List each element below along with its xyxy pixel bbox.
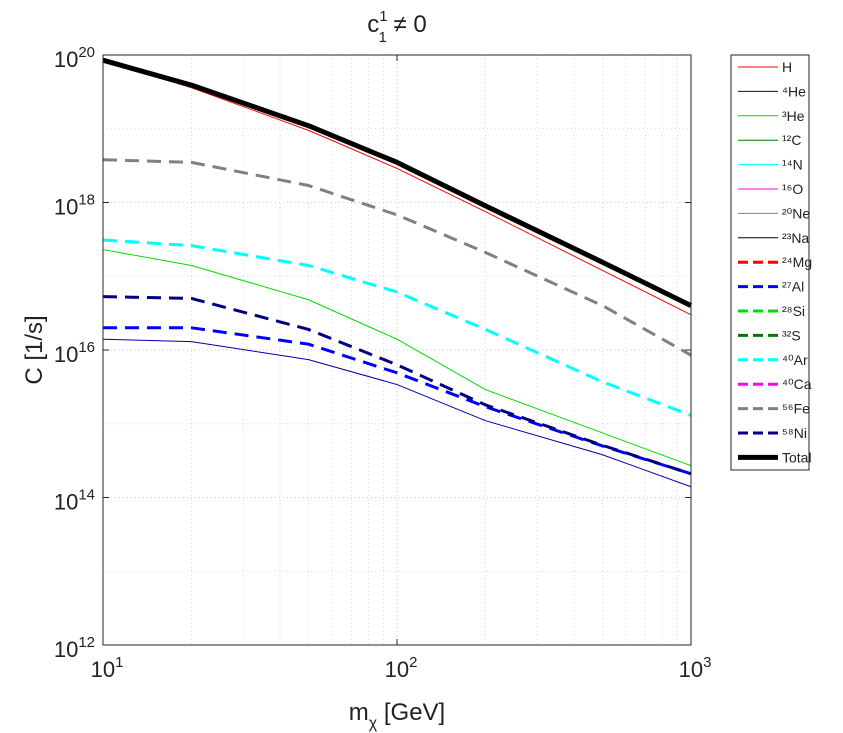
tick-exp: 20 [78, 44, 95, 61]
series-line [102, 158, 692, 357]
title-rest: ≠ 0 [387, 11, 427, 38]
tick-base: 10 [54, 490, 78, 515]
legend-label: Total [782, 449, 812, 465]
tick-exp: 2 [409, 654, 417, 671]
tick-exp: 1 [115, 654, 123, 671]
series-line [102, 57, 693, 308]
legend-label: ³He [782, 108, 805, 124]
tick-exp: 14 [78, 487, 95, 504]
tick-base: 10 [54, 637, 78, 662]
legend-label: ⁵⁶Fe [782, 401, 810, 417]
tick-exp: 3 [703, 654, 711, 671]
series-line [102, 338, 692, 488]
tick-label: 1014 [54, 487, 95, 515]
tick-base: 10 [91, 657, 115, 682]
y-axis-label: C [1/s] [21, 315, 48, 384]
series-line [102, 295, 692, 476]
legend-label: ¹²C [782, 132, 801, 148]
series-line [102, 249, 692, 467]
tick-base: 10 [385, 657, 409, 682]
title-sup: 1 [379, 8, 387, 25]
title-base: c [367, 11, 379, 38]
legend-label: H [782, 59, 792, 75]
legend-label: ²⁸Si [782, 303, 805, 319]
legend-label: ²⁰Ne [782, 205, 810, 221]
tick-base: 10 [54, 342, 78, 367]
tick-base: 10 [54, 195, 78, 220]
xlabel-rest: [GeV] [377, 699, 445, 726]
legend-label: ⁴⁰Ca [782, 376, 812, 392]
legend-label: ⁴He [782, 83, 806, 99]
legend-label: ²⁷Al [782, 279, 804, 295]
legend-label: ¹⁶O [782, 181, 803, 197]
xlabel-base: m [349, 699, 369, 726]
lines [102, 57, 693, 488]
tick-exp: 18 [78, 192, 95, 209]
legend-label: ²⁴Mg [782, 254, 812, 270]
tick-label: 103 [679, 654, 712, 682]
legend-label: ⁴⁰Ar [782, 352, 808, 368]
tick-exp: 12 [78, 634, 95, 651]
tick-base: 10 [54, 47, 78, 72]
title-sub: 1 [379, 29, 387, 46]
tick-base: 10 [679, 657, 703, 682]
tick-label: 1018 [54, 192, 95, 220]
tick-exp: 16 [78, 339, 95, 356]
legend-label: ³²S [782, 327, 801, 343]
legend-label: ²³Na [782, 230, 809, 246]
chart-title: c1 1 ≠ 0 [367, 8, 426, 46]
tick-label: 1020 [54, 44, 95, 72]
tick-label: 102 [385, 654, 418, 682]
xlabel-sub: χ [369, 715, 378, 732]
tick-label: 1016 [54, 339, 95, 367]
tick-label: 1012 [54, 634, 95, 662]
x-axis-label: mχ [GeV] [349, 699, 445, 732]
tick-label: 101 [91, 654, 124, 682]
series-line [102, 238, 692, 417]
legend: H ⁴He ³He ¹²C ¹⁴N ¹⁶O ²⁰Ne ²³Na ²⁴Mg ²⁷Al ²⁸Si ³²S ⁴… [738, 59, 812, 465]
legend-label: ¹⁴N [782, 157, 803, 173]
series-line [103, 326, 692, 476]
legend-label: ⁵⁸Ni [782, 425, 807, 441]
